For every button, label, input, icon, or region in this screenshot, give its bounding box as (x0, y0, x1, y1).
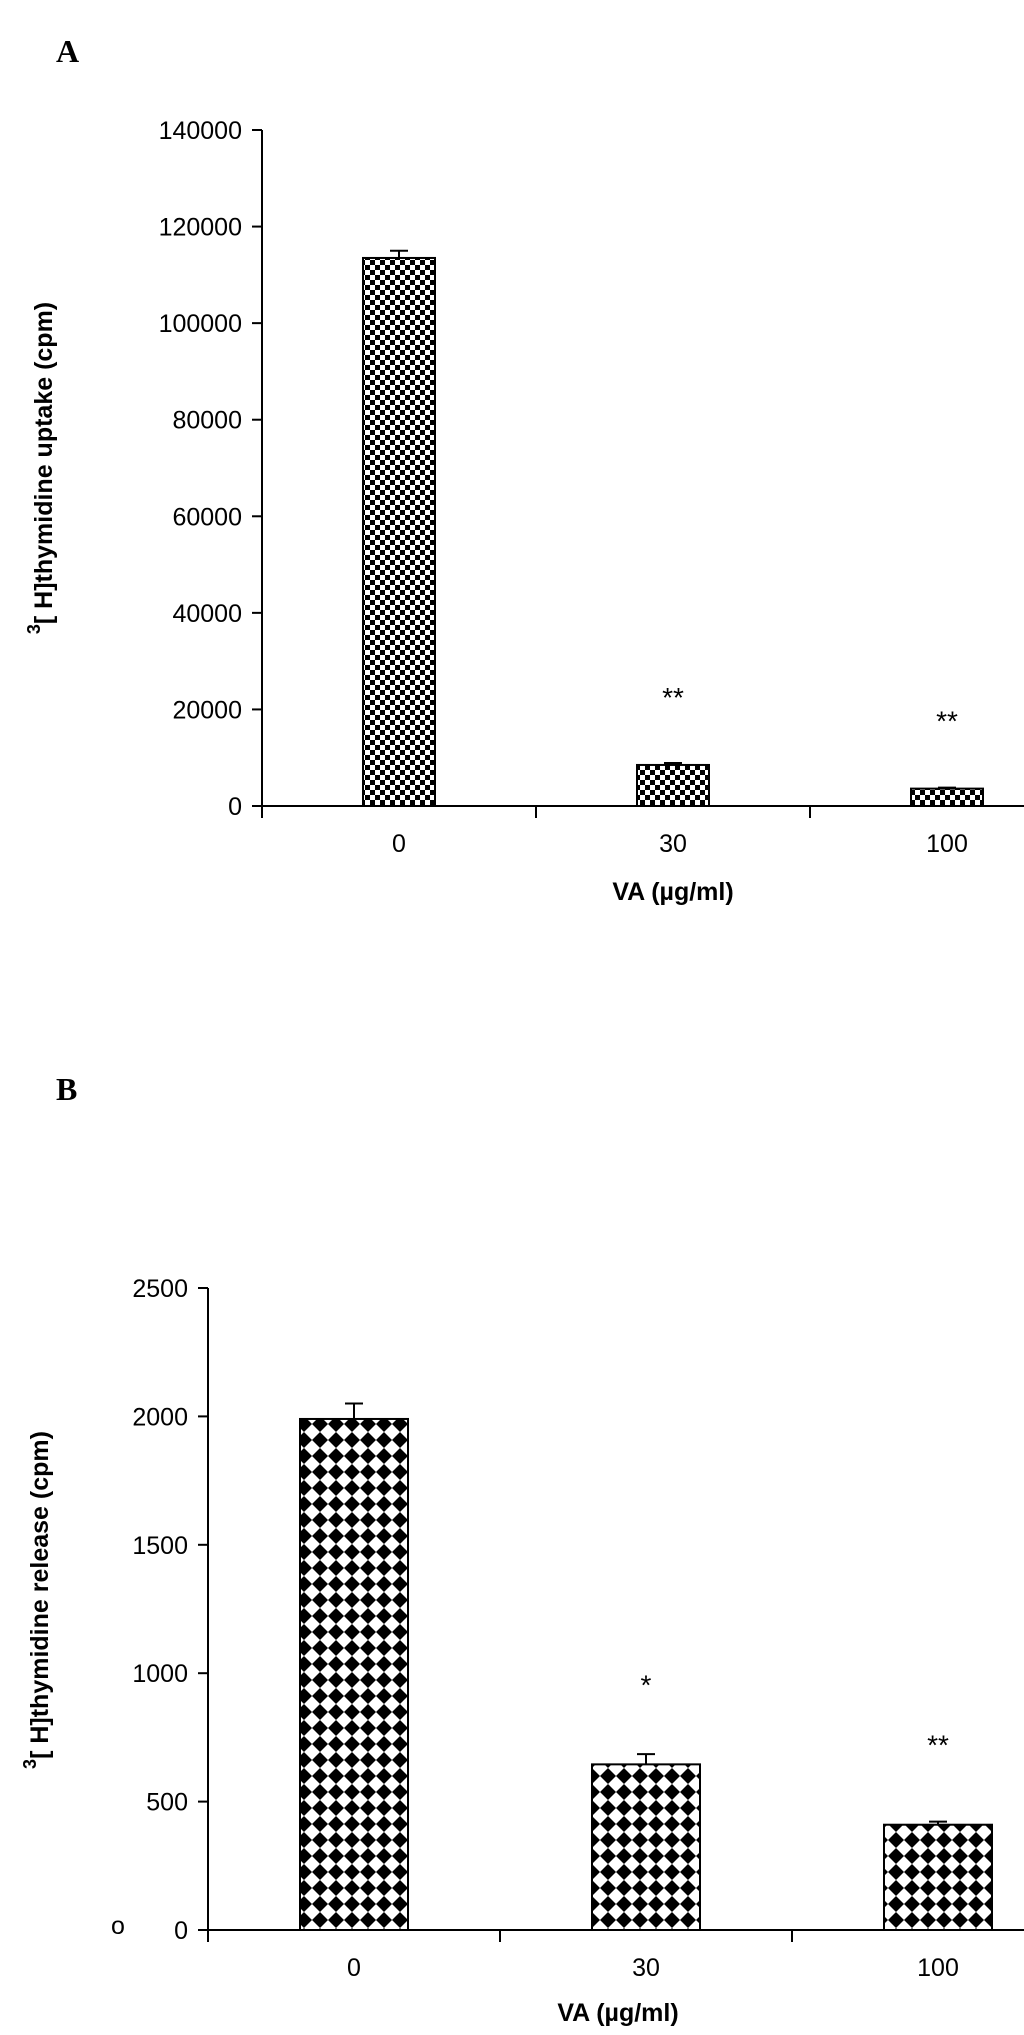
y-tick-label-b-3: 1500 (132, 1532, 188, 1560)
y-tick-label-b-5: 2500 (132, 1275, 188, 1303)
stray-mark-b: o (111, 1912, 125, 1940)
bar-a-100 (910, 787, 984, 807)
y-tick-label-a-1: 20000 (172, 696, 242, 724)
y-tick-label-b-4: 2000 (132, 1403, 188, 1431)
y-tick-label-a-2: 40000 (172, 600, 242, 628)
y-axis-label-sup-b: 3 (20, 1759, 40, 1769)
bar-a-30 (636, 763, 710, 808)
x-tick-label-b-30: 30 (632, 1954, 660, 1982)
x-tick-label-b-0: 0 (347, 1954, 361, 1982)
y-tick-label-a-4: 80000 (172, 407, 242, 435)
y-tick-label-b-0: 0 (174, 1917, 188, 1945)
significance-mark-a-100: ** (936, 706, 958, 737)
y-axis-label-b: 3[ H]thymidine release (cpm) (20, 1431, 54, 1769)
y-ticks-a: 0 20000 40000 60000 80000 100000 120000 140000 (159, 117, 262, 821)
y-tick-label-a-6: 120000 (159, 214, 242, 242)
x-axis-label-a: VA (µg/ml) (612, 878, 733, 906)
significance-mark-b-100: ** (927, 1730, 949, 1761)
y-tick-label-a-5: 100000 (159, 310, 242, 338)
bar-a-0 (362, 256, 436, 807)
x-tick-label-b-100: 100 (917, 1954, 959, 1982)
y-axis-label-text-b: [ H]thymidine release (cpm) (26, 1431, 54, 1759)
x-ticks-b: 0 30 100 (207, 1930, 959, 1982)
svg-text:3[ H]thymidine uptake (cpm): 3[ H]thymidine uptake (cpm) (24, 302, 58, 634)
x-ticks-a: 0 30 100 (261, 806, 968, 858)
y-tick-label-a-3: 60000 (172, 503, 242, 531)
y-tick-label-b-2: 1000 (132, 1660, 188, 1688)
significance-mark-a-30: ** (662, 682, 684, 713)
y-axis-label-text-a: [ H]thymidine uptake (cpm) (30, 302, 58, 624)
x-tick-label-a-0: 0 (392, 830, 406, 858)
svg-text:3[ H]thymidine release (cpm): 3[ H]thymidine release (cpm) (20, 1431, 54, 1769)
panel-letter-a: A (56, 33, 79, 69)
x-axis-label-b: VA (µg/ml) (557, 1999, 678, 2027)
chart-panel-a: A 0 20000 40000 60000 80000 100000 120000 14000… (24, 33, 1024, 906)
y-axis-label-sup-a: 3 (24, 624, 44, 634)
bar-b-100 (883, 1823, 993, 1932)
x-tick-label-a-100: 100 (926, 830, 968, 858)
panel-letter-b: B (56, 1071, 77, 1107)
bar-b-30 (591, 1763, 701, 1932)
y-axis-label-a: 3[ H]thymidine uptake (cpm) (24, 302, 58, 634)
x-tick-label-a-30: 30 (659, 830, 687, 858)
y-tick-label-a-0: 0 (228, 793, 242, 821)
bars-a: ** ** (362, 249, 984, 808)
bar-b-0 (299, 1417, 409, 1932)
y-tick-label-b-1: 500 (146, 1789, 188, 1817)
y-tick-label-a-7: 140000 (159, 117, 242, 145)
bars-b: *** (299, 1402, 993, 1932)
significance-mark-b-30: * (641, 1669, 652, 1700)
y-ticks-b: 0 500 1000 1500 2000 2500 (132, 1275, 208, 1945)
